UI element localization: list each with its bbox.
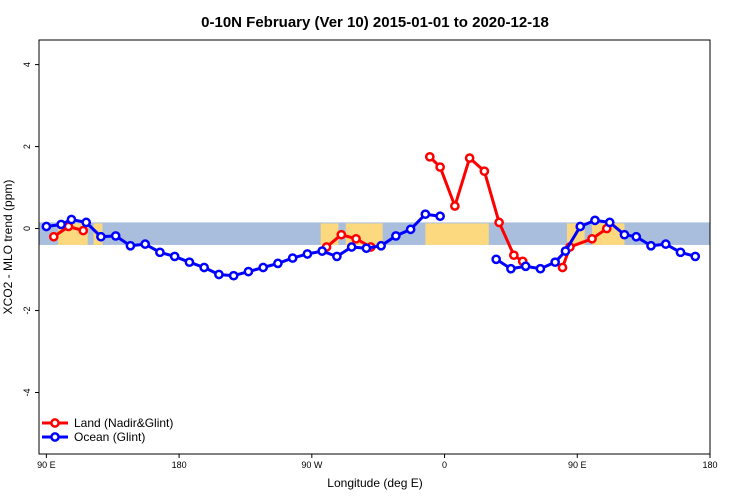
y-tick-label: -4	[22, 389, 32, 397]
series-layer	[41, 151, 701, 281]
series-line	[46, 212, 441, 278]
x-tick-label: 180	[172, 460, 187, 470]
data-point	[96, 231, 106, 242]
data-point	[243, 266, 254, 277]
data-point	[258, 262, 269, 273]
data-point	[56, 219, 66, 230]
x-tick-label: 0	[442, 460, 447, 470]
data-point	[405, 224, 416, 235]
data-point	[619, 229, 630, 240]
data-point	[346, 242, 357, 252]
data-point	[140, 239, 151, 249]
data-point	[169, 251, 180, 262]
data-point	[520, 261, 531, 272]
legend-label: Ocean (Glint)	[74, 430, 145, 444]
data-point	[41, 221, 52, 232]
y-tick-label: 0	[22, 226, 32, 231]
data-point	[332, 251, 342, 262]
data-point	[560, 246, 571, 256]
land-patch	[425, 223, 489, 245]
y-tick-label: 2	[22, 144, 32, 149]
data-point	[690, 251, 701, 262]
data-point	[81, 217, 92, 228]
series-line	[325, 233, 372, 249]
data-point	[631, 231, 642, 242]
x-axis-label: Longitude (deg E)	[327, 476, 422, 490]
data-point	[110, 231, 121, 241]
series-line	[561, 227, 608, 269]
data-point	[575, 221, 586, 232]
data-point	[317, 246, 327, 256]
legend: Land (Nadir&Glint)Ocean (Glint)	[42, 416, 173, 444]
data-point	[199, 262, 210, 273]
data-point	[184, 257, 195, 268]
series-land	[48, 151, 612, 273]
data-point	[66, 214, 77, 225]
data-point	[287, 253, 298, 263]
plot-frame	[38, 39, 711, 455]
data-point	[435, 162, 445, 172]
data-point	[424, 151, 435, 162]
data-point	[435, 211, 445, 222]
data-point	[509, 250, 519, 261]
data-point	[336, 229, 347, 240]
x-tick-label: 90 E	[37, 460, 56, 470]
data-point	[228, 270, 239, 281]
x-tick-label: 90 E	[568, 460, 587, 470]
legend-marker	[50, 432, 60, 442]
data-point	[675, 247, 686, 258]
data-point	[494, 217, 504, 228]
legend-marker	[50, 418, 60, 428]
chart-title: 0-10N February (Ver 10) 2015-01-01 to 20…	[201, 14, 549, 31]
data-point	[155, 247, 165, 258]
data-point	[420, 209, 431, 220]
land-patch	[320, 223, 339, 245]
data-point	[351, 233, 361, 244]
data-point	[491, 254, 502, 265]
data-point	[535, 263, 546, 274]
data-point	[78, 225, 89, 236]
data-point	[590, 215, 600, 226]
data-point	[660, 239, 671, 249]
y-axis: -4 -2 0 2 4	[22, 62, 39, 397]
data-point	[557, 262, 568, 273]
data-point	[125, 240, 136, 251]
data-point	[273, 258, 283, 269]
data-point	[302, 249, 313, 259]
series-line	[428, 155, 524, 263]
data-point	[214, 269, 224, 280]
data-point	[48, 231, 59, 242]
data-point	[450, 201, 460, 211]
x-tick-label: 180	[702, 460, 717, 470]
data-point	[391, 231, 401, 241]
data-point	[550, 257, 561, 268]
data-point	[376, 240, 386, 251]
data-point	[464, 153, 475, 163]
data-point	[361, 243, 372, 254]
data-point	[506, 263, 516, 274]
data-point	[604, 217, 615, 228]
series-ocean	[41, 209, 701, 281]
y-tick-label: 4	[22, 62, 32, 67]
y-axis-label: XCO2 - MLO trend (ppm)	[1, 180, 15, 315]
y-tick-label: -2	[22, 307, 32, 315]
legend-label: Land (Nadir&Glint)	[74, 416, 173, 430]
x-axis: 90 E 180 90 W 0 90 E 180	[37, 454, 718, 470]
data-point	[479, 166, 490, 177]
x-tick-label: 90 W	[301, 460, 323, 470]
data-point	[587, 233, 597, 244]
data-point	[646, 240, 656, 251]
